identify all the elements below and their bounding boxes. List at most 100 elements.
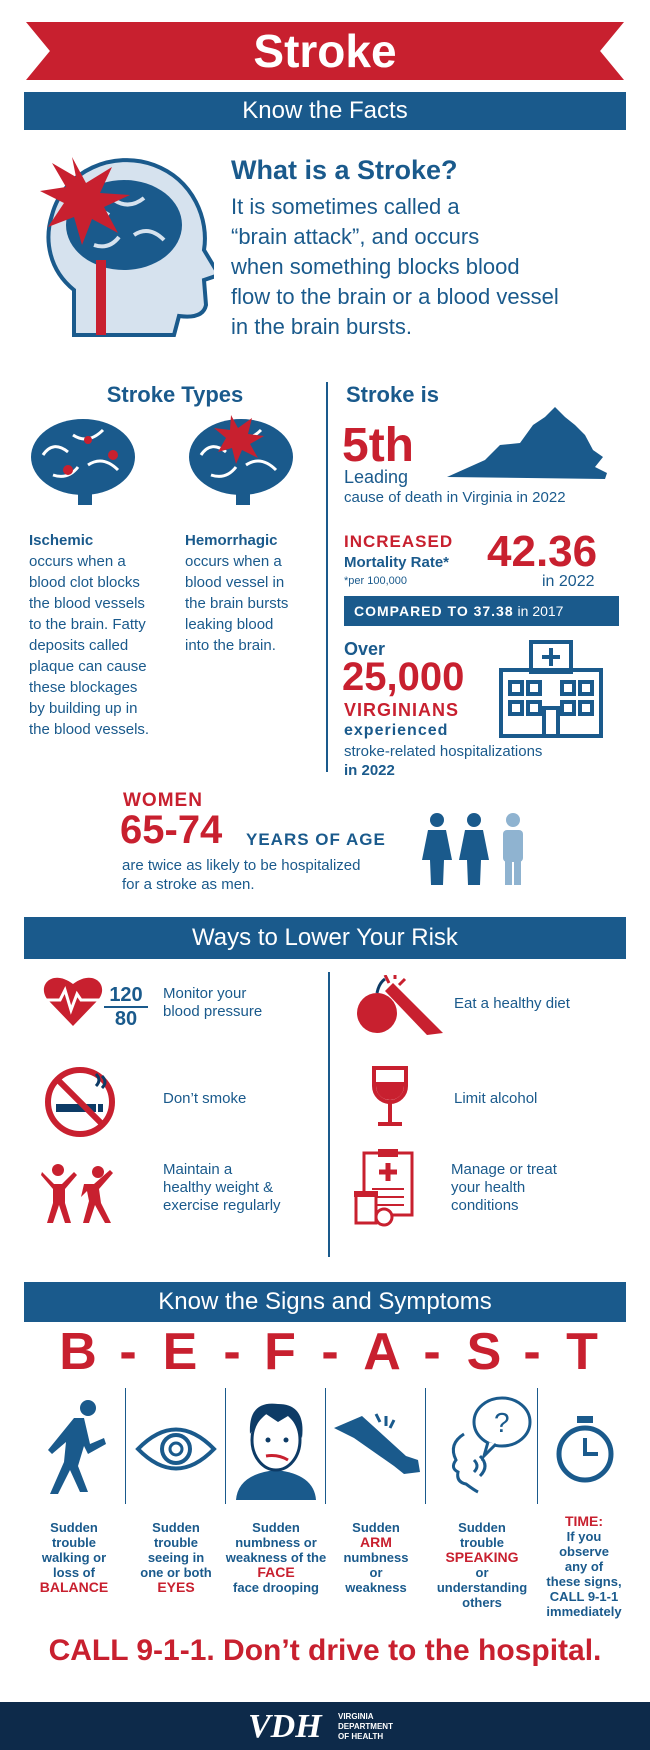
- risk-item-smoke: Don’t smoke: [163, 1090, 246, 1108]
- virginia-map-icon: [447, 407, 607, 479]
- letter-dash: -: [119, 1323, 137, 1381]
- hosp-text: stroke-related hospitalizations: [344, 743, 543, 760]
- leading-label: Leading: [344, 467, 409, 487]
- increased-label: INCREASED: [344, 532, 454, 551]
- hosp-count: 25,000: [342, 655, 465, 699]
- risk-band: Ways to Lower Your Risk: [24, 917, 626, 959]
- women-line: for a stroke as men.: [122, 876, 255, 893]
- hemorrhagic-line: occurs when a: [185, 553, 282, 570]
- call-911-text: CALL 9-1-1. Don’t drive to the hospital.: [48, 1634, 602, 1667]
- what-is-line: flow to the brain or a blood vessel: [231, 284, 559, 309]
- risk-line: Eat a healthy diet: [454, 995, 570, 1012]
- symptom-keyword: SPEAKING: [445, 1549, 519, 1565]
- symptom-line: or: [475, 1565, 489, 1580]
- symptom-line: weakness: [345, 1580, 407, 1595]
- signs-band: Know the Signs and Symptoms: [24, 1282, 626, 1322]
- women-ages: 65-74: [120, 808, 223, 852]
- symptom-line: observe: [559, 1544, 609, 1559]
- what-is-text: It is sometimes called a “brain attack”,…: [231, 192, 559, 342]
- symptom-line: any of: [564, 1559, 604, 1574]
- symptom-line: Sudden: [50, 1520, 98, 1535]
- falling-person-icon: [48, 1400, 106, 1494]
- symptom-line: trouble: [153, 1535, 199, 1550]
- women-label: WOMEN: [123, 790, 203, 811]
- symptom-line: one or both: [140, 1565, 212, 1580]
- symptom-line: Sudden: [458, 1520, 506, 1535]
- years-label: YEARS OF AGE: [246, 830, 386, 849]
- risk-item-conditions: Manage or treat your health conditions: [451, 1161, 557, 1215]
- letter-a: A: [363, 1323, 401, 1381]
- symptom-balance: Sudden trouble walking or loss of BALANC…: [24, 1520, 124, 1595]
- cell-divider: [326, 1388, 426, 1504]
- risk-item-diet: Eat a healthy diet: [454, 995, 570, 1013]
- symptom-line: these signs,: [546, 1574, 622, 1589]
- face-drooping-icon: [236, 1403, 316, 1500]
- arm-numbness-icon: [334, 1413, 420, 1474]
- eye-icon: [135, 1427, 217, 1471]
- letter-dash: -: [523, 1323, 541, 1381]
- what-is-line: It is sometimes called a: [231, 194, 460, 219]
- risk-line: Manage or treat: [451, 1161, 557, 1178]
- risk-divider: [328, 972, 330, 1257]
- cell-divider: [126, 1388, 226, 1504]
- symptom-line: understanding: [436, 1580, 528, 1595]
- title-ribbon: Stroke: [26, 22, 624, 80]
- cell-divider: [24, 1388, 126, 1504]
- ischemic-line: the blood vessels: [29, 595, 145, 612]
- bp-diastolic: 80: [104, 1006, 148, 1030]
- stopwatch-icon: [556, 1416, 614, 1483]
- symptom-line: Sudden: [252, 1520, 300, 1535]
- subtitle-band: Know the Facts: [24, 92, 626, 130]
- wine-glass-icon: [372, 1066, 408, 1126]
- risk-line: Monitor your: [163, 985, 247, 1002]
- exercise-icon: [41, 1164, 113, 1223]
- clipboard-medicine-icon: [354, 1149, 414, 1227]
- letter-b: B: [59, 1323, 97, 1381]
- vdh-logo: VDH: [248, 1708, 322, 1745]
- letter-dash: -: [223, 1323, 241, 1381]
- symptom-speaking: Sudden trouble SPEAKING or understanding…: [426, 1520, 538, 1610]
- heart-icon: [43, 977, 103, 1026]
- risk-line: Don’t smoke: [163, 1090, 247, 1107]
- women-text: are twice as likely to be hospitalized f…: [122, 856, 360, 894]
- virginians-label: VIRGINIANS: [344, 700, 460, 720]
- risk-line: Maintain a: [163, 1161, 233, 1178]
- risk-line: blood pressure: [163, 1003, 263, 1020]
- section-divider: [326, 382, 328, 772]
- ischemic-line: occurs when a: [29, 553, 126, 570]
- ischemic-brain-icon: [31, 419, 135, 505]
- symptom-line: numbness or: [235, 1535, 317, 1550]
- cause-text: cause of death in Virginia in 2022: [344, 489, 566, 506]
- hemorrhagic-name: Hemorrhagic: [185, 532, 278, 549]
- symptom-keyword: BALANCE: [39, 1579, 109, 1595]
- symptom-line: walking or: [41, 1550, 107, 1565]
- symptom-line: seeing in: [147, 1550, 205, 1565]
- cell-divider: [226, 1388, 326, 1504]
- compared-year: in 2017: [517, 603, 564, 619]
- hospital-icon: [499, 640, 603, 738]
- rate-year: in 2022: [542, 573, 595, 590]
- what-is-line: in the brain bursts.: [231, 314, 412, 339]
- ischemic-line: these blockages: [29, 679, 138, 696]
- symptom-line: If you: [566, 1529, 602, 1544]
- subtitle: Know the Facts: [242, 97, 408, 124]
- speech-icon: ?: [451, 1396, 532, 1494]
- compared-bar: COMPARED TO 37.38 in 2017: [344, 596, 619, 626]
- vdh-name: VIRGINIA DEPARTMENT OF HEALTH: [338, 1712, 393, 1742]
- vdh-name-line: OF HEALTH: [338, 1732, 384, 1741]
- hemorrhagic-line: blood vessel in: [185, 574, 285, 591]
- risk-item-bp: Monitor your blood pressure: [163, 985, 262, 1021]
- over-label: Over: [344, 639, 386, 659]
- symptom-line: Sudden: [152, 1520, 200, 1535]
- per-label: *per 100,000: [344, 575, 407, 587]
- rank-5th: 5th: [342, 419, 414, 472]
- ischemic-line: plaque can cause: [29, 658, 147, 675]
- symptom-eyes: Sudden trouble seeing in one or both EYE…: [126, 1520, 226, 1595]
- symptom-arm: Sudden ARM numbness or weakness: [326, 1520, 426, 1595]
- symptom-line: trouble: [459, 1535, 505, 1550]
- head-brain-icon: [40, 157, 214, 337]
- letter-f: F: [264, 1323, 296, 1381]
- risk-line: healthy weight &: [163, 1179, 274, 1196]
- risk-heading: Ways to Lower Your Risk: [192, 924, 458, 951]
- letter-dash: -: [423, 1323, 441, 1381]
